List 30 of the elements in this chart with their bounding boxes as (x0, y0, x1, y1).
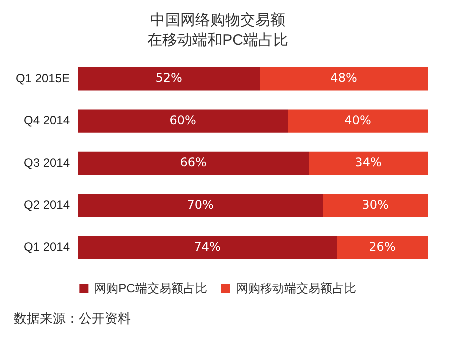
bar (78, 110, 288, 133)
bar (323, 194, 428, 218)
data-label: 70% (187, 198, 214, 212)
bar (78, 152, 310, 176)
data-label: 30% (362, 198, 389, 212)
bar (337, 236, 428, 260)
data-label: 40% (344, 113, 372, 128)
data-label: 26% (369, 240, 396, 254)
y-tick-label: Q4 2014 (24, 114, 70, 128)
data-label: 66% (180, 156, 207, 170)
bar (78, 236, 338, 260)
source-note: 数据来源：公开资料 (14, 311, 131, 328)
bar (78, 194, 324, 218)
y-tick-label: Q2 2014 (24, 198, 70, 212)
bar (260, 67, 428, 91)
legend-label: 网购移动端交易额占比 (236, 281, 356, 296)
bar (309, 152, 428, 176)
bar (288, 110, 428, 133)
data-label: 48% (330, 71, 358, 86)
data-label: 52% (156, 71, 182, 86)
bar (78, 67, 260, 91)
legend-label: 网购PC端交易额占比 (94, 281, 208, 296)
y-tick-label: Q1 2015E (16, 71, 70, 86)
y-tick-label: Q3 2014 (24, 156, 70, 170)
data-label: 60% (170, 113, 196, 128)
data-label: 34% (355, 156, 382, 170)
data-label: 74% (194, 240, 221, 254)
chart-subtitle: 在移动端和PC端占比 (148, 32, 288, 50)
chart-title: 中国网络购物交易额 (150, 12, 286, 30)
y-tick-label: Q1 2014 (24, 240, 70, 254)
